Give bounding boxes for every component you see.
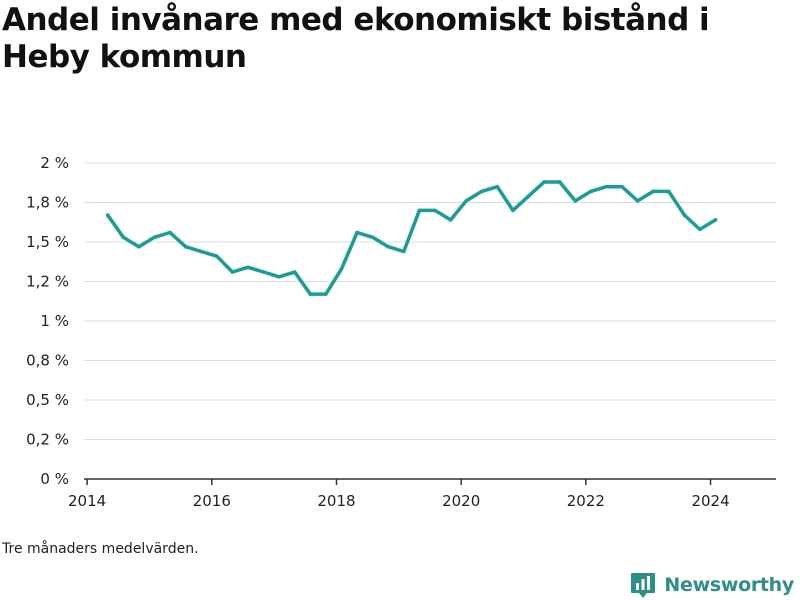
- x-tick-label: 2020: [442, 492, 480, 510]
- y-tick-label: 1,8 %: [26, 194, 69, 212]
- data-point: [542, 180, 546, 184]
- y-tick-label: 0,8 %: [26, 352, 69, 370]
- data-point: [433, 208, 437, 213]
- y-tick-label: 0,2 %: [26, 431, 69, 449]
- data-point: [511, 208, 515, 213]
- y-tick-label: 1 %: [40, 312, 69, 330]
- data-point: [557, 180, 562, 184]
- data-point: [324, 292, 328, 296]
- data-point: [526, 194, 531, 198]
- data-point: [214, 254, 219, 259]
- brand-name: Newsworthy: [664, 574, 794, 596]
- data-point: [589, 189, 593, 194]
- data-points: [105, 180, 718, 296]
- y-tick-label: 0 %: [40, 470, 69, 488]
- data-point: [230, 270, 235, 274]
- data-point: [386, 244, 391, 249]
- brand-logo: Newsworthy: [630, 570, 794, 600]
- chart-title: Andel invånare med ekonomiskt bistånd i …: [2, 2, 710, 75]
- data-point: [666, 189, 671, 194]
- data-point: [713, 218, 718, 222]
- grid-lines: [84, 162, 776, 440]
- data-point: [137, 244, 141, 249]
- data-point: [152, 235, 157, 240]
- y-tick-label: 1,5 %: [26, 233, 69, 251]
- series-line: [105, 180, 718, 296]
- data-point: [620, 184, 624, 189]
- data-point: [573, 199, 578, 203]
- x-tick-label: 2022: [567, 492, 605, 510]
- data-point: [105, 213, 110, 217]
- data-point: [448, 218, 453, 222]
- data-point: [604, 184, 609, 189]
- x-axis-ticks: [86, 479, 712, 485]
- y-tick-label: 1,2 %: [26, 273, 69, 291]
- data-point: [355, 230, 359, 235]
- data-point: [479, 189, 484, 194]
- data-point: [308, 292, 313, 296]
- data-point: [246, 265, 250, 270]
- data-point: [417, 208, 422, 213]
- data-point: [370, 235, 375, 240]
- data-point: [402, 249, 406, 254]
- data-point: [121, 235, 126, 240]
- x-axis-tick-labels: 2014 2016 2018 2020 2022 2024: [68, 492, 730, 510]
- x-tick-label: 2014: [68, 492, 106, 510]
- data-point: [261, 270, 266, 274]
- y-axis-tick-labels: 0 % 0,2 % 0,5 % 0,8 % 1 % 1,2 % 1,5 % 1,8 % 2 %: [26, 154, 69, 488]
- y-tick-label: 0,5 %: [26, 391, 69, 409]
- data-point: [698, 227, 702, 232]
- data-point: [651, 189, 655, 194]
- data-point: [682, 213, 687, 217]
- data-point: [292, 270, 297, 274]
- data-point: [183, 244, 188, 249]
- footnote: Tre månaders medelvärden.: [2, 541, 199, 557]
- newsworthy-logo-icon: [631, 573, 656, 598]
- data-point: [339, 267, 344, 271]
- data-point: [199, 249, 204, 254]
- x-tick-label: 2016: [193, 492, 231, 510]
- x-tick-label: 2018: [317, 492, 355, 510]
- data-point: [635, 199, 640, 203]
- data-point: [277, 274, 281, 279]
- data-point: [495, 184, 500, 189]
- data-point: [464, 199, 468, 203]
- x-tick-label: 2024: [691, 492, 729, 510]
- y-tick-label: 2 %: [40, 154, 69, 172]
- data-point: [168, 230, 172, 235]
